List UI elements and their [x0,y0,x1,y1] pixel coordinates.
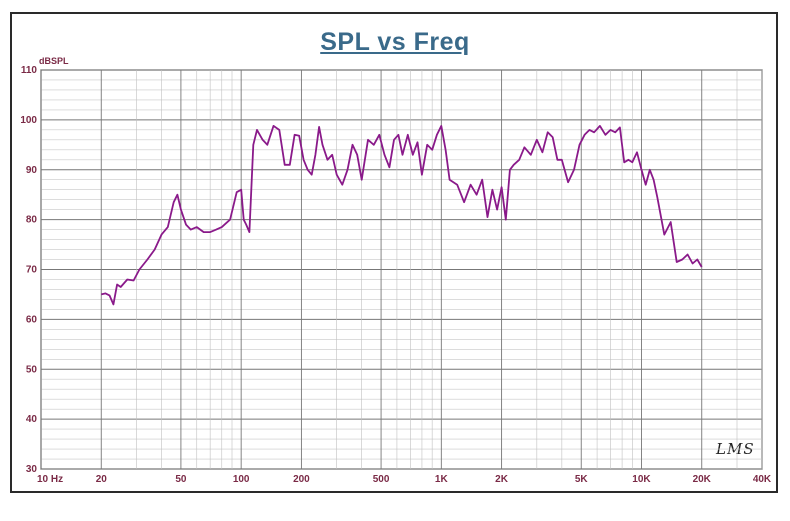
y-tick-label: 110 [21,65,38,76]
grid [40,69,763,470]
x-tick-label: 500 [373,474,390,485]
y-tick-label: 40 [26,414,38,425]
x-tick-label: 1K [435,474,449,485]
series-group [101,125,703,306]
x-tick-label: 5K [575,474,589,485]
y-tick-label: 30 [26,464,38,475]
x-tick-label: 20 [96,474,108,485]
tick-labels: 30 40 50 60 70 80 90 100 110 10 Hz 20 50 100 200 500 1K… [20,65,772,485]
chart-frame [10,12,778,493]
y-tick-label: 90 [26,165,38,176]
x-tick-label: 100 [233,474,250,485]
spl-response-line [101,125,703,306]
x-tick-label: 40K [753,474,772,485]
y-tick-label: 50 [26,364,38,375]
x-tick-label: 10 Hz [37,474,63,485]
y-tick-label: 70 [26,265,38,276]
x-tick-label: 10K [632,474,651,485]
x-tick-label: 20K [693,474,712,485]
x-tick-label: 2K [495,474,509,485]
y-axis-label: dBSPL [39,56,69,66]
y-tick-label: 100 [20,115,37,126]
y-tick-label: 60 [26,314,38,325]
x-tick-label: 200 [293,474,310,485]
x-tick-label: 50 [175,474,187,485]
chart-title: SPL vs Freq [320,28,470,56]
y-tick-label: 80 [26,215,38,226]
